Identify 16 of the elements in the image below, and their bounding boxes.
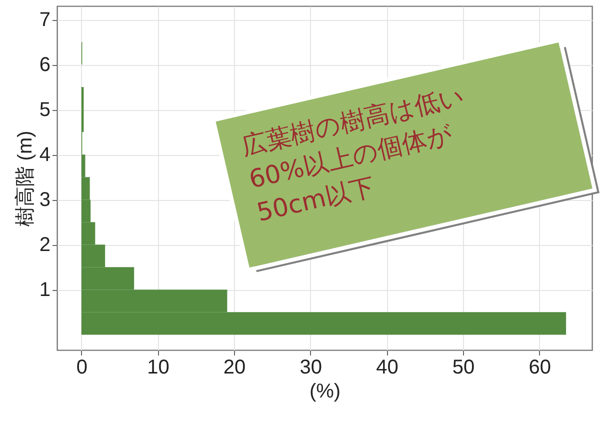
x-tick-label: 50 bbox=[452, 356, 475, 378]
y-tick-label: 7 bbox=[39, 9, 50, 32]
y-axis-title: 樹高階 (m) bbox=[13, 130, 36, 226]
x-tick-label: 40 bbox=[376, 356, 398, 378]
x-tick-label: 60 bbox=[528, 356, 551, 378]
x-tick-label: 30 bbox=[300, 356, 322, 378]
x-tick-label: 10 bbox=[147, 356, 170, 378]
y-tick-label: 1 bbox=[39, 279, 50, 302]
x-tick-label: 0 bbox=[76, 356, 88, 378]
y-tick-label: 6 bbox=[39, 54, 50, 76]
x-tick-label: 20 bbox=[223, 356, 246, 378]
y-tick-label: 5 bbox=[39, 99, 50, 122]
x-axis-title: (%) bbox=[309, 380, 341, 402]
y-tick-label: 2 bbox=[39, 234, 50, 256]
y-tick-label: 4 bbox=[39, 144, 50, 166]
y-tick-label: 3 bbox=[39, 189, 50, 212]
